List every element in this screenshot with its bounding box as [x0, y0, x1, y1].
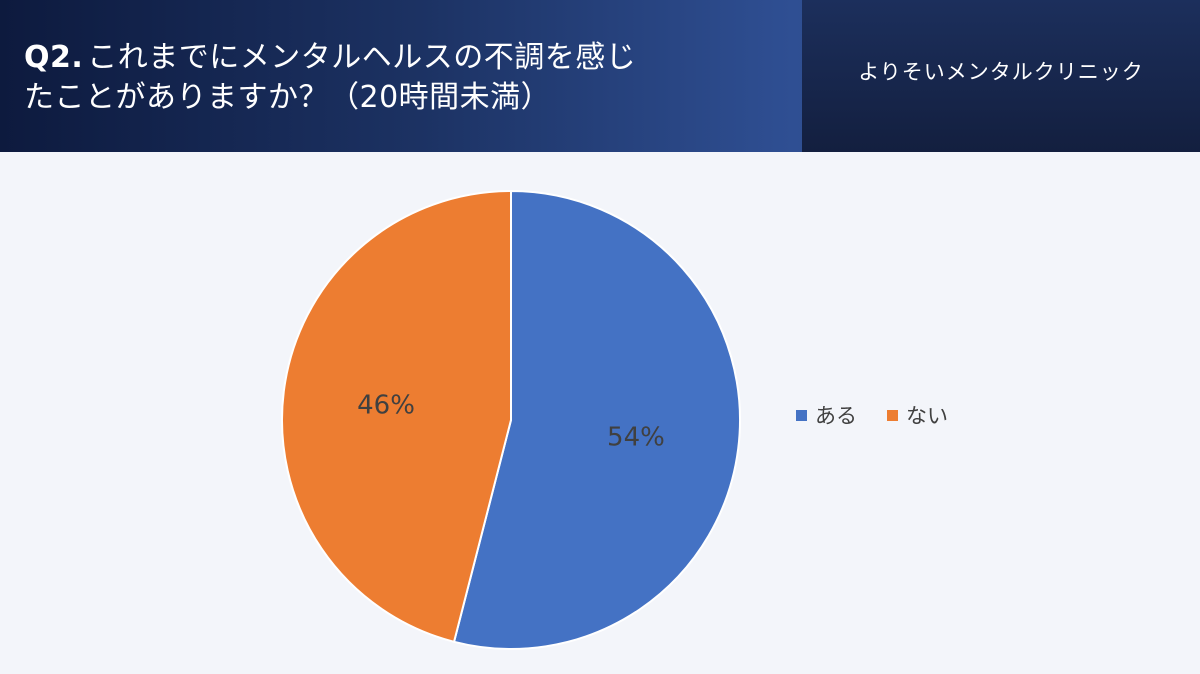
- clinic-name: よりそいメンタルクリニック: [858, 60, 1144, 84]
- question-line-2: たことがありますか？（20時間未満）: [24, 80, 552, 115]
- pie-slice-nai: [281, 189, 512, 644]
- legend-label-aru: ある: [815, 404, 857, 428]
- legend-label-nai: ない: [906, 404, 948, 428]
- pie-chart: 54% 46%: [281, 189, 741, 650]
- data-label-nai: 46%: [357, 391, 415, 421]
- legend-item-nai: ない: [887, 400, 948, 430]
- data-label-aru: 54%: [607, 422, 665, 452]
- question-title: Q2. これまでにメンタルヘルスの不調を感じ たことがありますか？（20時間未満）: [24, 38, 784, 118]
- legend-swatch-nai: [887, 409, 898, 421]
- legend-swatch-aru: [796, 409, 807, 421]
- question-number: Q2.: [24, 40, 84, 75]
- legend: ある ない: [796, 400, 948, 430]
- question-line-1: これまでにメンタルヘルスの不調を感じ: [87, 40, 637, 75]
- legend-item-aru: ある: [796, 400, 857, 430]
- pie-slice-aru: [452, 189, 741, 650]
- header-brand-panel: [802, 0, 1200, 152]
